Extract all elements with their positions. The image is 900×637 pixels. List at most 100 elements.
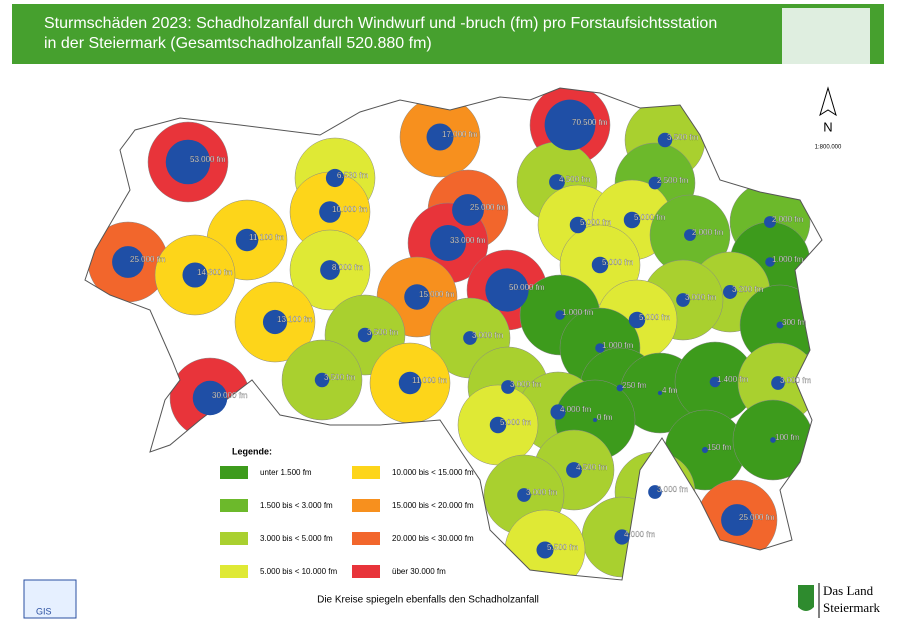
damage-circle: [426, 123, 454, 151]
legend-label: über 30.000 fm: [392, 567, 446, 576]
region-label: 3.000 fm: [780, 376, 811, 385]
region-label: 30.000 fm: [212, 391, 248, 400]
damage-circle: [616, 384, 624, 392]
region-label: 1.000 fm: [772, 255, 803, 264]
region-label: 10.000 fm: [332, 205, 368, 214]
region-label: 17.000 fm: [442, 130, 478, 139]
damage-circle: [776, 321, 784, 329]
region-label: 5.000 fm: [639, 313, 670, 322]
region-label: 25.000 fm: [130, 255, 166, 264]
state-outline: [84, 87, 823, 581]
damage-circle: [536, 541, 554, 559]
region-label: 1.000 fm: [562, 308, 593, 317]
damage-circle: [485, 268, 529, 312]
damage-circle: [628, 311, 646, 329]
damage-circle: [721, 504, 753, 536]
region-label: 5.000 fm: [634, 213, 665, 222]
damage-circle: [262, 309, 288, 335]
region-label: 6.530 fm: [337, 171, 368, 180]
damage-circle: [569, 216, 587, 234]
region-label: 3.000 fm: [657, 485, 688, 494]
legend-swatch: [220, 532, 248, 545]
region-label: 3.000 fm: [472, 331, 503, 340]
damage-circle: [314, 372, 330, 388]
region-label: 33.000 fm: [450, 236, 486, 245]
damage-circle: [192, 380, 228, 416]
damage-circle: [325, 168, 345, 188]
region-label: 3.500 fm: [324, 373, 355, 382]
logo-line1: Das Land: [823, 583, 874, 598]
region-label: 3.500 fm: [667, 133, 698, 142]
damage-circle: [430, 225, 466, 261]
damage-circle: [593, 418, 597, 422]
region-label: 5.000 fm: [580, 218, 611, 227]
region-label: 70.500 fm: [572, 118, 608, 127]
region-label: 13.100 fm: [277, 315, 313, 324]
region-label: 300 fm: [782, 318, 807, 327]
legend-label: 3.000 bis < 5.000 fm: [260, 534, 333, 543]
damage-circle: [723, 285, 737, 299]
north-arrow: [819, 86, 837, 117]
damage-circle: [357, 327, 373, 343]
region-label: 53.000 fm: [190, 155, 226, 164]
damage-circle: [549, 174, 565, 190]
damage-circle: [770, 437, 776, 443]
region-label: 3.500 fm: [367, 328, 398, 337]
title: Sturmschäden 2023: Schadholzanfall durch…: [44, 15, 718, 52]
region-label: 0 fm: [597, 413, 613, 422]
damage-circle: [501, 380, 515, 394]
legend-swatch: [352, 532, 380, 545]
region-label: 5.000 fm: [500, 418, 531, 427]
legend-swatch: [352, 499, 380, 512]
damage-circle: [765, 257, 775, 267]
region-label: 3.200 fm: [732, 285, 763, 294]
legend-label: 15.000 bis < 20.000 fm: [392, 501, 474, 510]
region-label: 3.000 fm: [685, 293, 716, 302]
header-bar: Sturmschäden 2023: Schadholzanfall durch…: [12, 4, 884, 64]
region-label: 11.100 fm: [249, 233, 284, 242]
region-label: 4.000 fm: [560, 405, 591, 414]
region-label: 3.000 fm: [526, 488, 557, 497]
legend-swatch: [220, 565, 248, 578]
region-label: 5.500 fm: [547, 543, 578, 552]
region-label: 2.500 fm: [657, 176, 688, 185]
damage-circle: [550, 404, 566, 420]
region-label: 4.500 fm: [559, 175, 590, 184]
region-label: 8.000 fm: [332, 263, 363, 272]
gis-label: GIS: [36, 606, 52, 616]
damage-circle: [648, 176, 662, 190]
legend-label: 10.000 bis < 15.000 fm: [392, 468, 474, 477]
region-label: 11.000 fm: [412, 376, 447, 385]
damage-circle: [452, 194, 484, 226]
region-label: 14.300 fm: [197, 268, 233, 277]
damage-circle: [614, 529, 630, 545]
damage-circle: [544, 99, 596, 151]
legend-swatch: [352, 466, 380, 479]
scale: 1:800.000: [815, 145, 842, 151]
damage-circle: [319, 201, 341, 223]
damage-circle: [657, 390, 663, 396]
damage-circle: [648, 485, 662, 499]
damage-circle: [320, 260, 340, 280]
damage-circle: [684, 229, 696, 241]
damage-circle: [566, 462, 582, 478]
damage-circle: [404, 284, 430, 310]
legend-label: 1.500 bis < 3.000 fm: [260, 501, 333, 510]
region-label: 4.000 fm: [624, 530, 655, 539]
damage-circle: [517, 488, 531, 502]
legend-swatch: [220, 466, 248, 479]
damage-circle: [701, 446, 709, 454]
damage-circle: [555, 310, 565, 320]
damage-circle: [595, 343, 605, 353]
region-label: 4.500 fm: [576, 463, 607, 472]
legend-swatch: [220, 499, 248, 512]
damage-circle: [591, 256, 609, 274]
region-label: 1.000 fm: [602, 341, 633, 350]
damage-circle: [676, 293, 690, 307]
logo-line2: Steiermark: [823, 600, 881, 615]
region-label: 50.000 fm: [509, 283, 545, 292]
region-label: 150 fm: [707, 443, 732, 452]
land-crest: [798, 585, 814, 611]
